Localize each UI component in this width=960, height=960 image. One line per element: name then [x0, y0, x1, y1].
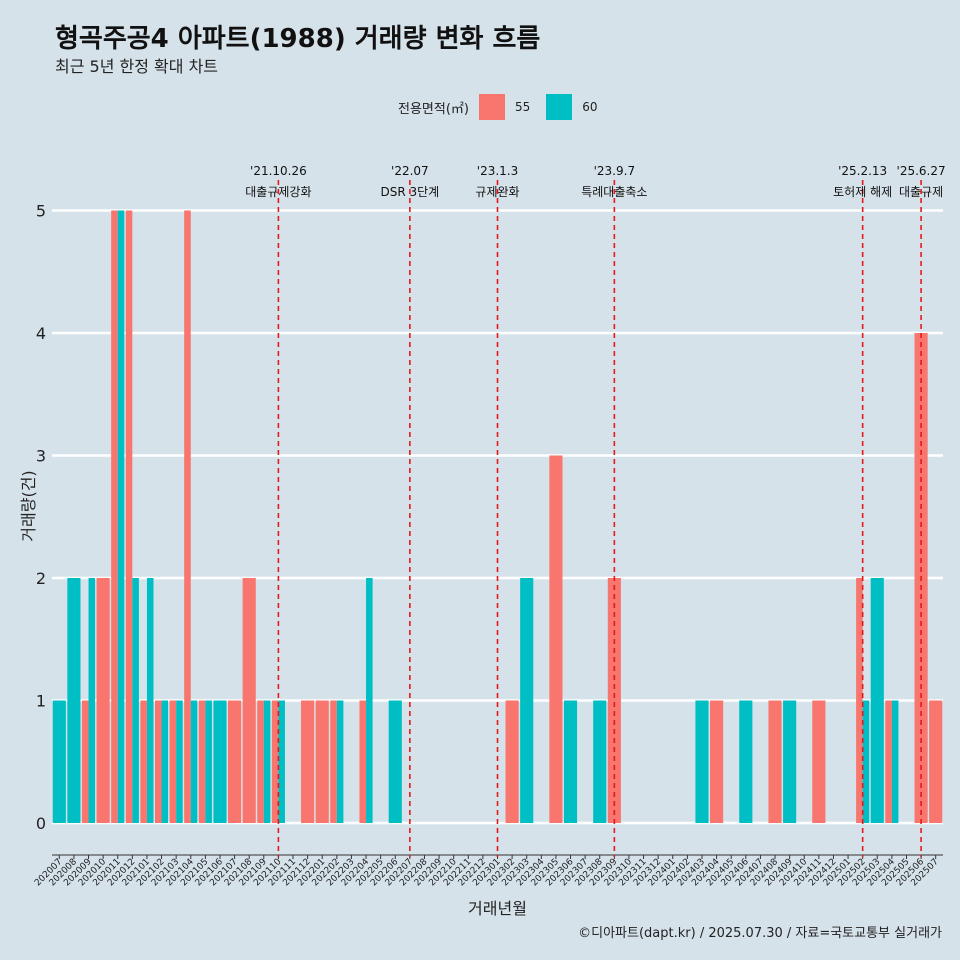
- bar-60-202409: [783, 700, 797, 823]
- bar-55-202109: [257, 700, 264, 823]
- legend-label-60: 60: [582, 100, 598, 114]
- bar-55-202309: [607, 578, 621, 823]
- bar-55-202101: [140, 700, 147, 823]
- bar-55-202502: [856, 578, 863, 823]
- y-tick-label: 5: [36, 202, 46, 221]
- legend-label-55: 55: [514, 100, 531, 114]
- bar-55-202504: [885, 700, 892, 823]
- bar-55-202011: [111, 210, 118, 823]
- event-label-3: 특례대출축소: [581, 185, 647, 199]
- bar-55-202408: [768, 700, 782, 823]
- bar-60-202303: [520, 578, 534, 823]
- bar-55-202103: [169, 700, 177, 823]
- event-label-2: 규제완화: [475, 185, 519, 199]
- legend-swatch-60: [546, 94, 573, 120]
- bar-55-202009: [81, 700, 89, 823]
- event-label-4: 토허제 해제: [833, 185, 892, 199]
- y-tick-label: 3: [36, 447, 46, 466]
- bar-60-202110: [278, 700, 285, 823]
- bar-60-202204: [366, 578, 373, 823]
- bar-60-202105: [205, 700, 212, 823]
- y-tick-label: 4: [36, 324, 46, 343]
- bar-55-202110: [271, 700, 279, 823]
- bar-55-202107: [228, 700, 242, 823]
- bar-60-202206: [388, 700, 402, 823]
- bar-55-202105: [198, 700, 206, 823]
- event-date-0: '21.10.26: [250, 164, 307, 178]
- legend: 전용면적(㎡) 55 60: [398, 93, 614, 121]
- event-date-1: '22.07: [391, 164, 429, 178]
- y-tick-label: 2: [36, 569, 46, 588]
- bar-55-202507: [929, 700, 943, 823]
- bar-55-202112: [301, 700, 315, 823]
- bar-60-202504: [891, 700, 899, 823]
- bar-55-202202: [330, 700, 337, 823]
- bar-60-202104: [190, 700, 198, 823]
- bar-60-202403: [695, 700, 709, 823]
- bar-60-202306: [563, 700, 578, 823]
- bar-55-202204: [359, 700, 367, 823]
- legend-title: 전용면적(㎡): [398, 101, 469, 117]
- event-date-3: '23.9.7: [594, 164, 635, 178]
- bar-55-202411: [812, 700, 826, 823]
- y-tick-label: 0: [36, 814, 46, 833]
- bar-55-202404: [710, 700, 724, 823]
- bar-60-202102: [161, 700, 169, 823]
- bar-60-202008: [67, 578, 81, 823]
- bar-60-202502: [862, 700, 870, 823]
- chart-title: 형곡주공4 아파트(1988) 거래량 변화 흐름: [55, 24, 541, 54]
- event-date-4: '25.2.13: [838, 164, 887, 178]
- bar-60-202103: [176, 700, 183, 823]
- bar-55-202012: [125, 210, 133, 823]
- bar-55-202010: [96, 578, 110, 823]
- chart-subtitle: 최근 5년 한정 확대 차트: [55, 57, 219, 76]
- event-date-5: '25.6.27: [897, 164, 946, 178]
- y-axis-title: 거래량(건): [19, 470, 38, 541]
- event-label-5: 대출규제: [899, 185, 943, 199]
- event-date-2: '23.1.3: [477, 164, 518, 178]
- bar-60-202503: [870, 578, 884, 823]
- bar-60-202011: [117, 210, 125, 823]
- bar-60-202202: [336, 700, 344, 823]
- y-tick-label: 1: [36, 692, 46, 711]
- bar-55-202104: [184, 210, 191, 823]
- bar-55-202302: [505, 700, 519, 823]
- event-label-0: 대출규제강화: [245, 185, 311, 199]
- bar-60-202109: [263, 700, 271, 823]
- bar-55-202108: [242, 578, 256, 823]
- source-caption: ©디아파트(dapt.kr) / 2025.07.30 / 자료=국토교통부 실…: [578, 926, 942, 941]
- bar-60-202106: [213, 700, 227, 823]
- event-label-1: DSR 3단계: [380, 185, 439, 199]
- legend-swatch-55: [478, 94, 505, 120]
- bar-55-202201: [315, 700, 329, 823]
- bar-55-202102: [154, 700, 162, 823]
- bar-60-202406: [739, 700, 753, 823]
- x-axis-title: 거래년월: [468, 899, 527, 918]
- bar-60-202012: [132, 578, 139, 823]
- bar-60-202007: [52, 700, 66, 823]
- bar-60-202308: [593, 700, 607, 823]
- bar-55-202305: [549, 455, 563, 823]
- bar-60-202009: [88, 578, 96, 823]
- bar-60-202101: [146, 578, 154, 823]
